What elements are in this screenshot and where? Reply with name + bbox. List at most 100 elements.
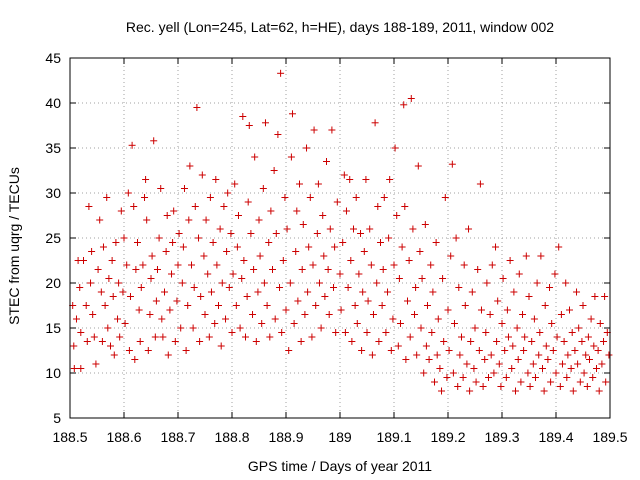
data-point [189, 324, 197, 332]
data-point [188, 261, 195, 269]
data-point [412, 284, 420, 291]
data-point [225, 284, 233, 291]
data-point [261, 119, 269, 127]
data-point [269, 266, 276, 273]
y-tick-label: 15 [45, 320, 61, 336]
data-point [566, 306, 573, 314]
data-point [522, 252, 530, 260]
data-point [283, 225, 291, 233]
data-point [387, 347, 395, 354]
grid-lines [70, 58, 610, 418]
data-point [395, 275, 403, 282]
data-point [321, 293, 329, 300]
data-point [441, 194, 449, 201]
data-point [252, 338, 260, 345]
data-point [459, 374, 467, 381]
data-point [512, 387, 519, 395]
data-point [223, 248, 231, 255]
data-point [320, 252, 328, 260]
data-point [180, 185, 188, 192]
data-point [195, 234, 203, 242]
data-point [168, 270, 176, 278]
data-point [286, 279, 294, 287]
data-point [374, 203, 382, 210]
data-point [465, 225, 473, 233]
data-point [390, 261, 398, 269]
data-point [357, 230, 365, 237]
y-axis-title: STEC from uqrg / TECUs [6, 167, 22, 325]
data-point [601, 293, 609, 300]
data-point [182, 347, 190, 354]
data-point [355, 270, 363, 278]
data-point [249, 311, 257, 318]
data-point [153, 266, 161, 273]
data-point [186, 162, 194, 170]
data-point [455, 284, 463, 291]
data-point [580, 369, 588, 377]
data-point [294, 297, 302, 305]
data-point [420, 369, 428, 377]
data-point [524, 369, 532, 377]
data-point [423, 302, 431, 309]
data-point [198, 171, 206, 179]
data-point [105, 275, 113, 282]
y-tick-label: 40 [45, 95, 61, 111]
data-point [583, 383, 591, 390]
y-tick-label: 30 [45, 185, 61, 201]
data-point [146, 311, 154, 318]
data-point [72, 315, 80, 323]
data-point [117, 207, 125, 215]
data-point [202, 216, 210, 224]
data-point [158, 315, 166, 323]
data-point [314, 180, 322, 188]
data-point [216, 225, 224, 233]
data-point [197, 293, 205, 300]
data-point [128, 141, 136, 149]
data-point [347, 257, 355, 264]
data-point [477, 306, 485, 314]
data-point [350, 225, 357, 233]
data-point [537, 252, 545, 260]
data-point [191, 203, 199, 210]
x-tick-label: 188.7 [160, 429, 195, 445]
data-point [218, 279, 226, 287]
data-point [396, 320, 404, 327]
y-tick-label: 5 [53, 410, 61, 426]
data-point [506, 257, 514, 264]
data-point [552, 369, 560, 377]
data-point [116, 333, 124, 341]
data-point [467, 338, 475, 345]
data-point [468, 288, 476, 296]
data-point [282, 306, 290, 314]
data-point [77, 365, 85, 372]
data-point [242, 333, 249, 341]
data-point [602, 378, 610, 386]
data-point [402, 356, 410, 363]
data-point [364, 297, 372, 305]
data-point [256, 252, 264, 260]
data-point [548, 320, 556, 327]
data-point [254, 288, 262, 296]
x-tick-label: 189 [328, 429, 352, 445]
data-point [536, 329, 544, 336]
data-point [124, 189, 132, 197]
x-tick-label: 188.9 [268, 429, 303, 445]
data-point [476, 180, 484, 188]
data-point [103, 194, 111, 201]
data-point [540, 387, 548, 395]
data-point [519, 311, 527, 318]
data-point [266, 333, 274, 341]
data-point [342, 207, 350, 215]
data-point [309, 261, 317, 269]
data-point [366, 225, 374, 233]
data-point [573, 288, 581, 296]
data-point [497, 383, 505, 390]
data-point [144, 347, 152, 354]
data-point [94, 266, 102, 273]
data-point [567, 365, 575, 372]
data-point [530, 315, 538, 323]
data-point [546, 284, 554, 291]
data-point [306, 194, 314, 201]
data-point [404, 297, 411, 305]
x-tick-label: 189.5 [592, 429, 627, 445]
